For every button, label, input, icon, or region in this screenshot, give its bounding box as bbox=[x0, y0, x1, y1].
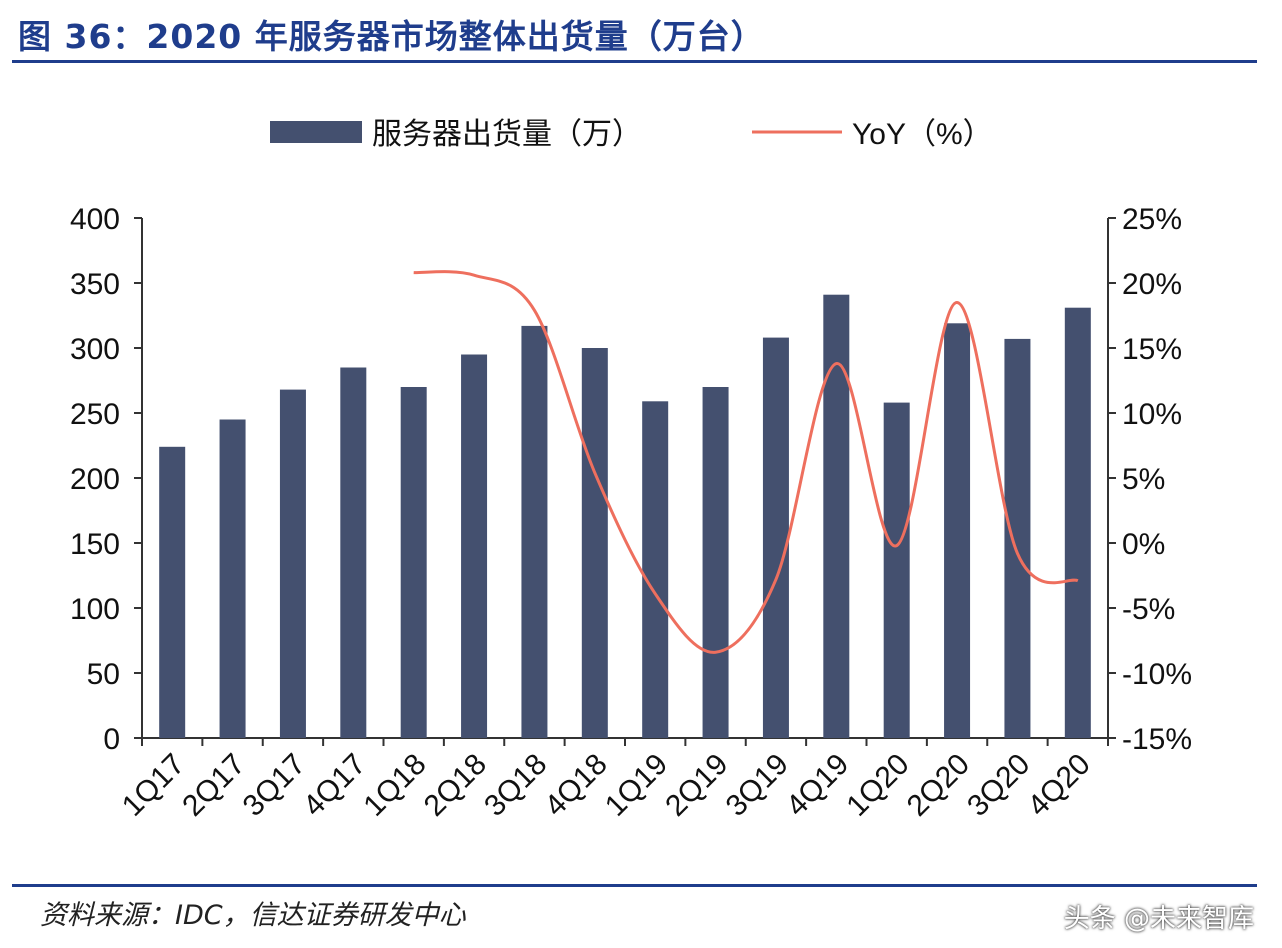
bar bbox=[702, 387, 729, 738]
bar bbox=[159, 446, 186, 738]
x-tick-label: 2Q17 bbox=[176, 748, 251, 823]
bar bbox=[1064, 307, 1091, 738]
left-tick-label: 400 bbox=[70, 203, 120, 236]
watermark: 头条 @未来智库 bbox=[1063, 904, 1254, 934]
x-tick-label: 3Q20 bbox=[961, 748, 1036, 823]
x-tick-label: 1Q17 bbox=[116, 748, 191, 823]
left-tick-label: 350 bbox=[70, 268, 120, 301]
right-tick-label: 5% bbox=[1122, 463, 1165, 496]
right-tick-label: -5% bbox=[1122, 593, 1175, 626]
source-note: 资料来源：IDC，信达证券研发中心 bbox=[40, 900, 466, 931]
bar bbox=[400, 387, 427, 738]
bar bbox=[279, 389, 306, 738]
bar bbox=[521, 325, 548, 738]
right-tick-label: -15% bbox=[1122, 723, 1192, 756]
legend-label-bar: 服务器出货量（万） bbox=[372, 118, 642, 151]
left-tick-label: 200 bbox=[70, 463, 120, 496]
left-tick-label: 150 bbox=[70, 528, 120, 561]
chart-title: 图 36：2020 年服务器市场整体出货量（万台） bbox=[18, 17, 765, 56]
bar bbox=[642, 401, 669, 738]
x-tick-label: 3Q18 bbox=[478, 748, 553, 823]
right-tick-label: 25% bbox=[1122, 203, 1182, 236]
bar bbox=[219, 419, 246, 738]
bar bbox=[461, 354, 488, 738]
bar bbox=[581, 348, 608, 738]
right-tick-label: 10% bbox=[1122, 398, 1182, 431]
right-tick-label: 0% bbox=[1122, 528, 1165, 561]
x-tick-label: 4Q17 bbox=[297, 748, 372, 823]
left-tick-label: 300 bbox=[70, 333, 120, 366]
x-tick-label: 4Q18 bbox=[539, 748, 614, 823]
chart: 服务器出货量（万） YoY（%） 0 50 100 150 200 250 300 350 40… bbox=[70, 118, 1192, 823]
yoy-line bbox=[413, 270, 1079, 654]
right-tick-label: 20% bbox=[1122, 268, 1182, 301]
x-tick-label: 3Q17 bbox=[237, 748, 312, 823]
legend: 服务器出货量（万） YoY（%） bbox=[270, 118, 993, 151]
bar bbox=[883, 402, 910, 738]
x-tick-label: 1Q20 bbox=[840, 748, 915, 823]
left-tick-label: 250 bbox=[70, 398, 120, 431]
bar bbox=[823, 294, 850, 738]
x-tick-label: 2Q19 bbox=[659, 748, 734, 823]
bar bbox=[944, 323, 971, 738]
right-tick-label: -10% bbox=[1122, 658, 1192, 691]
x-tick-label: 2Q18 bbox=[418, 748, 493, 823]
legend-label-line: YoY（%） bbox=[852, 118, 993, 151]
bar bbox=[340, 367, 367, 738]
x-tick-label: 1Q19 bbox=[599, 748, 674, 823]
right-tick-label: 15% bbox=[1122, 333, 1182, 366]
x-tick-label: 4Q20 bbox=[1022, 748, 1097, 823]
bar bbox=[762, 337, 789, 738]
left-tick-label: 50 bbox=[87, 658, 120, 691]
left-tick-label: 0 bbox=[103, 723, 120, 756]
legend-swatch-bar bbox=[270, 121, 362, 143]
left-tick-label: 100 bbox=[70, 593, 120, 626]
x-tick-label: 4Q19 bbox=[780, 748, 855, 823]
title-divider bbox=[12, 60, 1257, 63]
footer-divider bbox=[12, 884, 1257, 887]
x-tick-label: 2Q20 bbox=[901, 748, 976, 823]
bar bbox=[1004, 338, 1031, 738]
x-tick-label: 3Q19 bbox=[720, 748, 795, 823]
x-tick-label: 1Q18 bbox=[357, 748, 432, 823]
